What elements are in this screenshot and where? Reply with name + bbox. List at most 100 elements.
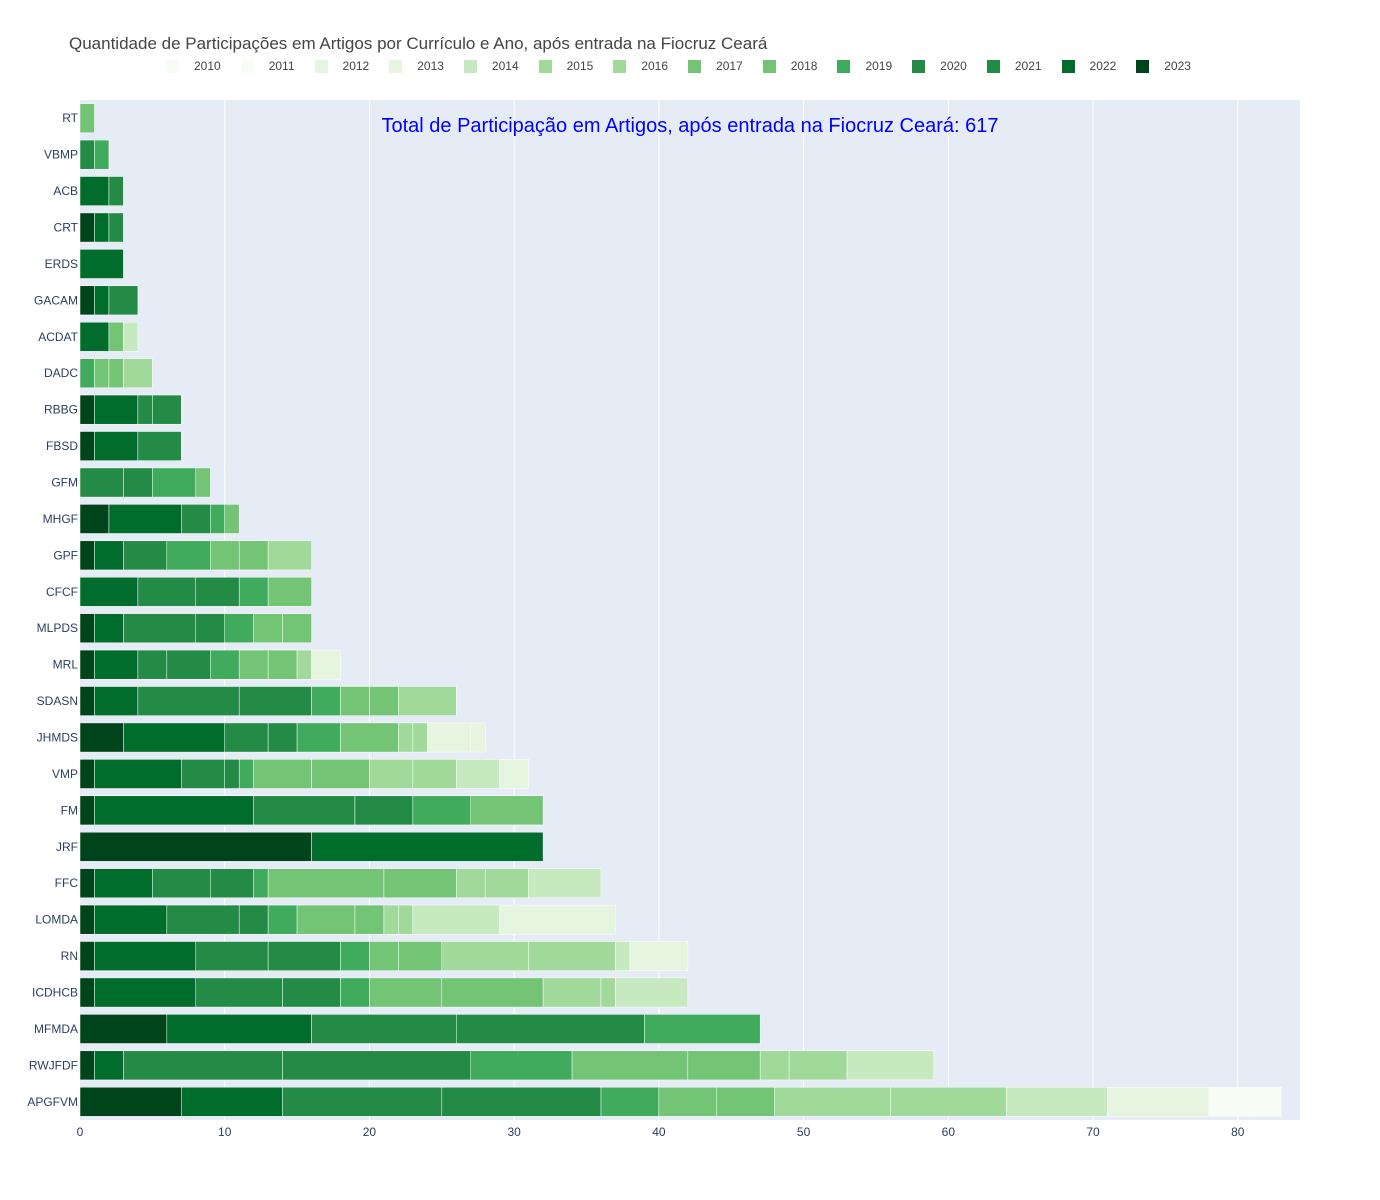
legend-item[interactable]: 2018 bbox=[762, 59, 818, 73]
x-tick-label: 60 bbox=[942, 1125, 956, 1139]
bar-segment bbox=[253, 613, 283, 644]
y-tick-label: ERDS bbox=[45, 257, 78, 271]
y-tick-label: DADC bbox=[44, 366, 78, 380]
x-tick-label: 10 bbox=[218, 1125, 232, 1139]
legend-label: 2018 bbox=[790, 59, 818, 73]
bar-segment bbox=[1251, 1086, 1282, 1117]
legend-swatch bbox=[762, 59, 776, 73]
bar-segment bbox=[195, 941, 269, 971]
bar-segment bbox=[383, 904, 399, 935]
legend[interactable]: 2010 2011 2012 2013 2014 2015 2016 2017 2018 2019… bbox=[166, 56, 1211, 76]
legend-item[interactable]: 2013 bbox=[389, 59, 444, 73]
bar-segment bbox=[571, 1050, 689, 1081]
y-tick-label: VMP bbox=[52, 767, 78, 781]
legend-swatch bbox=[240, 59, 254, 73]
bar-segment bbox=[759, 1050, 790, 1081]
bar-segment bbox=[108, 358, 124, 389]
bar-segment bbox=[79, 431, 95, 461]
bar-segment bbox=[398, 722, 414, 753]
bar-segment bbox=[108, 176, 124, 206]
x-tick-label: 0 bbox=[77, 1125, 84, 1139]
legend-label: 2011 bbox=[268, 59, 295, 73]
chart-title: Quantidade de Participações em Artigos p… bbox=[69, 34, 768, 53]
bar-segment bbox=[79, 176, 110, 206]
bar-segment bbox=[79, 576, 139, 607]
legend-swatch bbox=[688, 59, 702, 73]
x-tick-label: 30 bbox=[507, 1125, 521, 1139]
bar-segment bbox=[383, 868, 457, 899]
bar-segment bbox=[311, 1014, 457, 1044]
legend-swatch bbox=[613, 59, 627, 73]
bar-segment bbox=[369, 977, 443, 1008]
bar-segment bbox=[123, 1050, 283, 1081]
bar-segment bbox=[412, 904, 500, 935]
y-tick-label: ACB bbox=[53, 184, 78, 198]
legend-swatch bbox=[912, 59, 926, 73]
bar-segment bbox=[123, 467, 153, 498]
bar-segment bbox=[79, 467, 124, 498]
bar-segment bbox=[470, 1050, 573, 1081]
y-tick-label: FBSD bbox=[46, 439, 78, 453]
bar-segment bbox=[79, 1050, 95, 1081]
legend-item[interactable]: 2022 bbox=[1061, 59, 1116, 73]
legend-item[interactable]: 2014 bbox=[463, 59, 519, 73]
bar-segment bbox=[94, 795, 254, 826]
legend-label: 2019 bbox=[865, 59, 893, 73]
bar-segment bbox=[398, 686, 457, 716]
legend-swatch bbox=[1061, 59, 1075, 73]
legend-item[interactable]: 2019 bbox=[837, 59, 892, 73]
bar-segment bbox=[238, 649, 269, 680]
bar-segment bbox=[79, 394, 95, 425]
bar-segment bbox=[94, 212, 110, 243]
bar-segment bbox=[79, 831, 312, 862]
bar-segment bbox=[94, 649, 139, 680]
bar-segment bbox=[354, 904, 385, 935]
bar-segment bbox=[615, 977, 689, 1008]
bar-segment bbox=[1107, 1086, 1210, 1117]
bar-segment bbox=[528, 868, 602, 899]
bar-segment bbox=[166, 1014, 312, 1044]
legend-label: 2014 bbox=[491, 59, 519, 73]
y-tick-label: MRL bbox=[53, 658, 79, 672]
bar-segment bbox=[181, 504, 211, 534]
bar-segment bbox=[108, 212, 124, 243]
bar-segment bbox=[79, 904, 95, 935]
x-tick-label: 20 bbox=[363, 1125, 377, 1139]
legend-item[interactable]: 2020 bbox=[912, 59, 967, 73]
bar-segment bbox=[79, 613, 95, 644]
legend-item[interactable]: 2017 bbox=[688, 59, 743, 73]
x-tick-label: 80 bbox=[1231, 1125, 1245, 1139]
legend-label: 2015 bbox=[566, 59, 594, 73]
bar-segment bbox=[152, 868, 211, 899]
bar-segment bbox=[79, 686, 95, 716]
bar-segment bbox=[181, 759, 225, 789]
bar-segment bbox=[79, 977, 95, 1008]
bar-segment bbox=[282, 1086, 443, 1117]
legend-item[interactable]: 2012 bbox=[314, 59, 369, 73]
bar-segment bbox=[238, 759, 254, 789]
legend-item[interactable]: 2021 bbox=[986, 59, 1042, 73]
legend-swatch bbox=[837, 59, 851, 73]
bar-segment bbox=[427, 722, 471, 753]
bar-segment bbox=[79, 321, 110, 352]
legend-swatch bbox=[1136, 59, 1150, 73]
y-tick-label: GFM bbox=[51, 476, 78, 490]
bar-segment bbox=[94, 759, 182, 789]
bar-segment bbox=[456, 759, 500, 789]
legend-swatch bbox=[463, 59, 477, 73]
legend-item[interactable]: 2011 bbox=[240, 59, 295, 73]
legend-item[interactable]: 2023 bbox=[1136, 59, 1191, 73]
bar-segment bbox=[296, 649, 312, 680]
legend-item[interactable]: 2010 bbox=[166, 59, 221, 73]
legend-item[interactable]: 2015 bbox=[538, 59, 594, 73]
bar-segment bbox=[267, 722, 298, 753]
bar-segment bbox=[456, 1014, 645, 1044]
bar-segment bbox=[1208, 1086, 1253, 1117]
y-tick-label: RN bbox=[61, 949, 78, 963]
legend-label: 2023 bbox=[1164, 59, 1191, 73]
legend-label: 2020 bbox=[940, 59, 967, 73]
bar-segment bbox=[224, 722, 269, 753]
legend-item[interactable]: 2016 bbox=[613, 59, 668, 73]
bar-segment bbox=[209, 540, 240, 571]
